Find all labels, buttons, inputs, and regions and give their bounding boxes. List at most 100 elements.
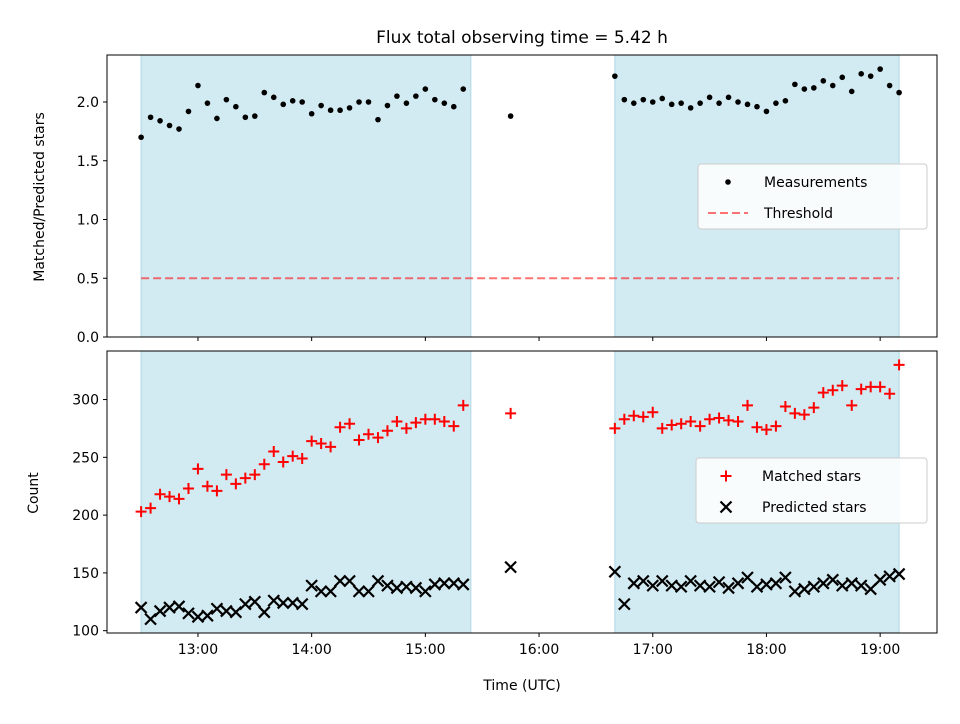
measurement-point bbox=[157, 118, 163, 124]
top-y-tick-label: 0.0 bbox=[77, 330, 99, 346]
measurement-point bbox=[280, 101, 287, 108]
matched-star-point bbox=[457, 399, 469, 411]
matched-star-point bbox=[353, 434, 365, 446]
predicted-star-point bbox=[248, 595, 262, 609]
matched-star-point bbox=[713, 412, 725, 424]
measurement-point bbox=[631, 100, 637, 106]
predicted-star-point bbox=[258, 605, 271, 619]
top-y-tick-label: 2.0 bbox=[77, 95, 99, 111]
matched-star-point bbox=[694, 420, 706, 432]
top-panel: 0.0 0.5 1.0 1.5 2.0 Measurements Threshold bbox=[77, 54, 938, 346]
predicted-star-point bbox=[239, 597, 252, 611]
measurement-point bbox=[621, 96, 628, 103]
matched-star-point bbox=[325, 441, 337, 453]
matched-star-point bbox=[230, 478, 242, 490]
predicted-star-point bbox=[892, 567, 906, 581]
measurement-point bbox=[289, 98, 296, 104]
matched-star-point bbox=[220, 469, 232, 481]
matched-star-point bbox=[182, 483, 194, 495]
measurement-point bbox=[299, 99, 305, 105]
predicted-star-point bbox=[267, 594, 281, 607]
measurement-point bbox=[147, 114, 154, 121]
top-axes-frame bbox=[106, 54, 938, 338]
matched-star-point bbox=[135, 506, 147, 518]
matched-star-point bbox=[419, 413, 431, 425]
predicted-star-point bbox=[343, 574, 356, 588]
predicted-star-point bbox=[807, 580, 821, 594]
measurement-point bbox=[706, 94, 713, 101]
matched-star-point bbox=[211, 485, 223, 497]
measurement-point bbox=[185, 108, 192, 115]
predicted-star-point bbox=[618, 597, 631, 611]
measurement-point bbox=[138, 134, 144, 141]
measurement-point bbox=[394, 93, 400, 99]
matched-star-point bbox=[827, 384, 839, 396]
matched-star-point bbox=[884, 388, 896, 400]
matched-star-point bbox=[798, 409, 810, 421]
matched-star-point bbox=[893, 359, 905, 371]
matched-star-point bbox=[817, 387, 829, 399]
measurement-point bbox=[744, 101, 751, 108]
legend-matched-marker bbox=[720, 470, 732, 482]
matched-star-point bbox=[145, 502, 157, 514]
predicted-star-point bbox=[817, 577, 830, 590]
predicted-star-point bbox=[504, 560, 517, 574]
measurement-point bbox=[422, 86, 429, 92]
measurement-point bbox=[261, 89, 268, 96]
measurement-point bbox=[450, 103, 457, 110]
measurement-point bbox=[716, 100, 722, 106]
matched-star-point bbox=[789, 407, 801, 419]
measurement-point bbox=[252, 113, 258, 119]
measurement-point bbox=[270, 94, 277, 101]
predicted-star-point bbox=[352, 585, 366, 598]
predicted-star-point bbox=[637, 574, 650, 588]
measurement-point bbox=[413, 93, 419, 99]
bottom-y-tick-label: 300 bbox=[72, 393, 99, 409]
predicted-star-point bbox=[333, 574, 347, 588]
matched-star-point bbox=[647, 406, 659, 418]
predicted-star-point bbox=[703, 580, 716, 594]
x-tick-label: 17:00 bbox=[633, 642, 673, 658]
predicted-star-point bbox=[201, 609, 214, 622]
matched-star-point bbox=[704, 413, 716, 425]
matched-star-point bbox=[277, 456, 289, 468]
matched-star-point bbox=[609, 422, 621, 434]
predicted-star-point bbox=[750, 580, 764, 594]
predicted-star-point bbox=[845, 577, 859, 590]
matched-star-point bbox=[344, 418, 356, 430]
predicted-star-point bbox=[769, 577, 783, 590]
measurement-point bbox=[337, 107, 343, 114]
predicted-star-point bbox=[883, 570, 896, 583]
predicted-star-point bbox=[684, 574, 697, 588]
bottom-legend-label: Matched stars bbox=[762, 469, 861, 485]
measurement-point bbox=[308, 110, 315, 117]
measurement-point bbox=[725, 94, 732, 101]
measurement-point bbox=[460, 86, 467, 92]
top-y-tick-label: 1.5 bbox=[77, 154, 99, 170]
matched-star-point bbox=[865, 381, 877, 393]
predicted-star-point bbox=[324, 585, 337, 598]
predicted-star-point bbox=[314, 585, 328, 598]
bottom-y-tick-label: 200 bbox=[72, 508, 99, 524]
predicted-star-point bbox=[741, 571, 754, 584]
measurement-point bbox=[242, 114, 249, 121]
predicted-star-point bbox=[826, 573, 840, 587]
figure-title: Flux total observing time = 5.42 h bbox=[376, 28, 668, 48]
measurement-point bbox=[886, 82, 893, 89]
measurement-point bbox=[867, 73, 874, 79]
matched-star-point bbox=[637, 411, 649, 423]
matched-star-point bbox=[742, 399, 754, 411]
x-tick-label: 14:00 bbox=[291, 642, 331, 658]
top-y-tick-label: 0.5 bbox=[77, 271, 99, 287]
top-shaded-interval bbox=[140, 54, 472, 338]
measurement-point bbox=[811, 85, 817, 91]
x-tick-label: 16:00 bbox=[519, 642, 559, 658]
matched-star-point bbox=[448, 420, 460, 432]
matched-star-point bbox=[201, 480, 213, 492]
measurement-point bbox=[403, 100, 410, 106]
x-axis-label: Time (UTC) bbox=[482, 678, 560, 694]
matched-star-point bbox=[732, 416, 744, 427]
predicted-star-point bbox=[722, 581, 735, 595]
matched-star-point bbox=[296, 452, 308, 464]
